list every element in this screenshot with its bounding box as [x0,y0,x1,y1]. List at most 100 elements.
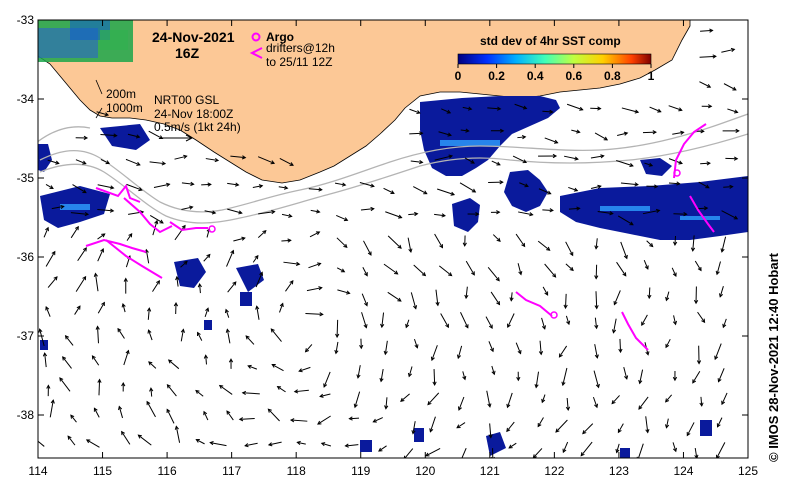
x-tick-label: 115 [93,464,112,478]
current-arrow-head [123,277,128,282]
current-arrow [515,342,522,354]
x-tick-label: 124 [673,464,693,478]
current-arrow [438,131,452,136]
current-arrow [205,158,219,161]
current-arrow [256,306,260,320]
current-arrow-head [320,442,326,447]
current-arrow-head [563,304,568,310]
current-arrow-head [432,381,437,386]
current-arrow [665,418,669,428]
current-arrow-head [546,246,551,251]
current-arrow-head [101,233,106,238]
current-arrow [255,272,263,288]
current-arrow [538,188,551,195]
current-arrow [410,160,423,163]
current-arrow-head [254,254,259,260]
current-arrow-head [460,459,463,462]
scale-arrow [162,134,194,142]
current-arrow [648,287,651,299]
current-arrow-head [343,243,348,249]
argo-legend-label: Argo [266,30,294,44]
current-arrow [440,313,449,328]
current-arrow [94,273,99,292]
current-arrow [409,132,423,135]
colorbar-tick-label: 0.8 [604,69,621,83]
current-arrow [721,236,727,252]
current-arrow-head [594,403,599,409]
current-arrow-head [673,241,678,247]
current-arrow-head [549,208,554,213]
current-arrow-head [93,272,98,277]
current-arrow [409,108,421,114]
current-arrow-head [97,378,102,383]
current-arrow-head [55,160,60,165]
current-arrow-head [109,185,115,190]
current-arrow-head [101,301,105,307]
current-arrow [334,182,346,186]
current-arrow-head [42,352,48,357]
current-arrow-head [439,244,444,249]
current-arrow-head [522,105,528,110]
current-arrow [290,419,308,422]
current-arrow [204,210,216,214]
current-arrow [723,186,733,188]
current-arrow-head [416,110,421,115]
current-arrow-head [195,389,200,394]
current-arrow-head [471,271,475,276]
current-arrow [271,364,284,372]
current-arrow [180,261,188,268]
current-arrow-head [665,296,670,302]
current-arrow-head [462,375,467,381]
current-arrow [167,384,177,397]
current-arrow [721,210,738,220]
current-arrow-head [341,182,347,187]
current-arrow [166,409,175,424]
current-arrow-head [408,248,413,254]
current-arrow [100,159,110,164]
current-arrow [562,441,569,453]
current-arrow-head [733,156,739,161]
current-arrow-head [464,294,469,300]
current-arrow-head [594,245,599,250]
current-arrow [70,212,89,215]
current-arrow [580,441,593,456]
current-arrow [122,303,126,313]
current-arrow-head [364,272,368,277]
current-arrow [363,240,372,256]
current-arrow-head [623,254,628,260]
current-arrow [258,211,275,215]
current-arrow-head [125,349,130,355]
current-arrow [407,237,412,253]
current-arrow [93,408,100,418]
colorbar-tick-label: 0 [455,69,462,83]
current-arrow [357,365,361,378]
current-arrow-head [359,344,364,350]
current-arrow [226,250,234,267]
current-arrow [149,161,166,165]
current-arrow-head [683,212,688,217]
current-arrow [510,292,513,301]
current-arrow-head [74,225,79,231]
current-arrow-head [60,204,65,209]
current-arrow-head [218,384,224,389]
current-arrow [145,249,150,264]
current-arrow [595,291,598,309]
current-arrow [718,368,725,382]
current-arrow-head [226,410,231,415]
current-arrow-head [195,439,200,443]
current-arrow-head [413,305,418,310]
current-arrow [308,262,321,269]
current-arrow [67,435,76,446]
current-arrow-head [600,154,605,159]
current-arrow-head [648,162,654,167]
current-arrow-head [51,250,56,256]
current-arrow [673,315,677,325]
current-arrow [686,422,695,436]
current-arrow [74,305,81,315]
current-arrow-head [623,131,629,136]
current-arrow [174,225,186,241]
current-arrow [51,205,64,210]
current-arrow-head [508,444,513,449]
colorbar-tick-label: 0.2 [488,69,505,83]
